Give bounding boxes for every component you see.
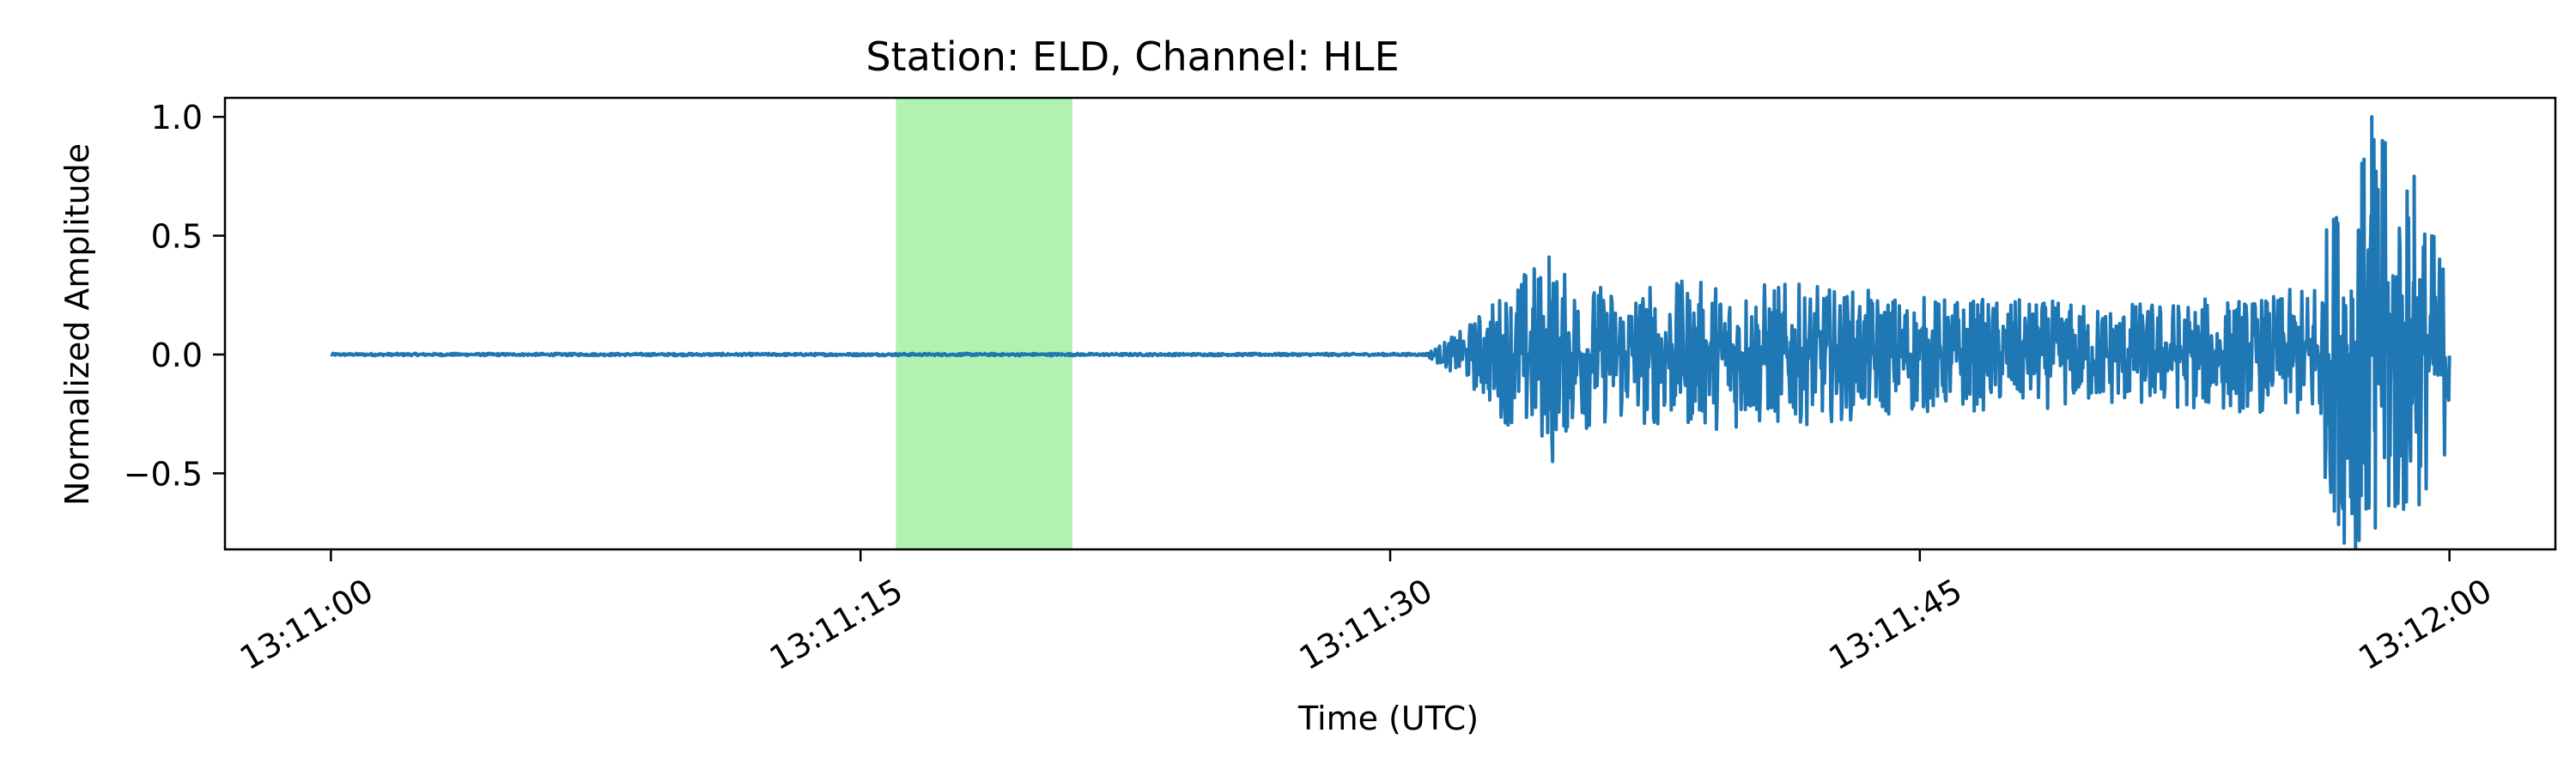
- x-tick-label: 13:11:30: [1293, 572, 1439, 677]
- x-tick-label: 13:11:45: [1823, 572, 1969, 677]
- chart-title: Station: ELD, Channel: HLE: [866, 33, 1399, 80]
- axis-layer: 13:11:00 13:11:15 13:11:30 13:11:45 13:12:00…: [124, 96, 2557, 677]
- x-tick-label: 13:12:00: [2352, 572, 2498, 677]
- y-tick-label: 1.0: [151, 99, 203, 136]
- waveform-line: [330, 115, 2451, 549]
- x-axis-label: Time (UTC): [1297, 700, 1479, 737]
- plot-layer: [330, 98, 2451, 549]
- y-axis-label: Normalized Amplitude: [58, 143, 96, 506]
- highlight-span: [896, 98, 1072, 549]
- x-tick-label: 13:11:00: [234, 572, 380, 677]
- y-tick-label: −0.5: [124, 455, 203, 493]
- x-tick-label: 13:11:15: [763, 572, 909, 677]
- y-tick-label: 0.5: [151, 218, 203, 256]
- y-tick-label: 0.0: [151, 336, 203, 374]
